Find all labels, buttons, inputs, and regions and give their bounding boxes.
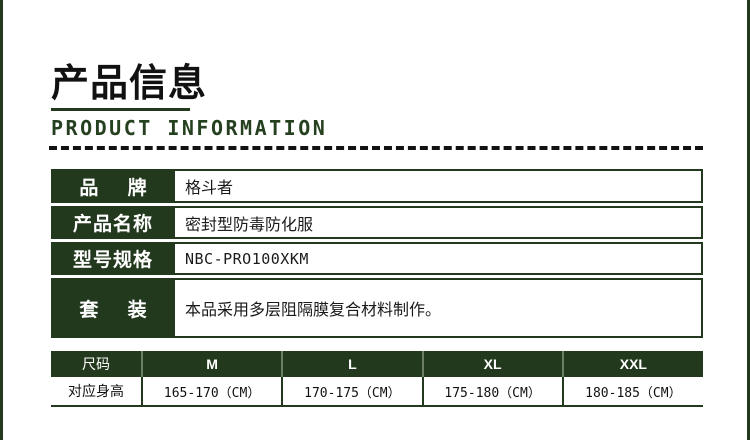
size-header-m: M [142, 351, 284, 377]
size-value-xl: 175-180（CM） [421, 377, 564, 407]
size-chart-header-row: 尺码 M L XL XXL [51, 351, 703, 377]
specification-table: 品 牌 格斗者 产品名称 密封型防毒防化服 型号规格 NBC-PRO100XKM… [51, 169, 703, 341]
page-header: 产品信息 PRODUCT INFORMATION [51, 62, 711, 140]
spec-value-product-name: 密封型防毒防化服 [175, 206, 703, 239]
table-row: 品 牌 格斗者 [51, 169, 703, 203]
page-title: 产品信息 [51, 63, 208, 105]
title-underline [51, 108, 190, 111]
size-header-label: 尺码 [51, 351, 143, 377]
size-value-xxl: 180-185（CM） [561, 377, 703, 407]
dashed-divider [49, 146, 703, 150]
table-row: 套 装 本品采用多层阻隔膜复合材料制作。 [51, 278, 703, 338]
spec-label-model: 型号规格 [51, 242, 175, 275]
table-row: 产品名称 密封型防毒防化服 [51, 206, 703, 239]
size-header-xl: XL [422, 351, 564, 377]
spec-label-brand: 品 牌 [51, 169, 175, 203]
size-header-xxl: XXL [562, 351, 703, 377]
spec-value-brand: 格斗者 [175, 169, 703, 203]
size-chart-data-row: 对应身高 165-170（CM） 170-175（CM） 175-180（CM）… [51, 377, 703, 407]
spec-value-model: NBC-PRO100XKM [175, 242, 703, 275]
size-value-l: 170-175（CM） [281, 377, 424, 407]
size-row-label-height: 对应身高 [51, 377, 143, 407]
table-row: 型号规格 NBC-PRO100XKM [51, 242, 703, 275]
size-header-l: L [282, 351, 424, 377]
spec-value-set: 本品采用多层阻隔膜复合材料制作。 [175, 278, 703, 338]
page-subtitle: PRODUCT INFORMATION [51, 116, 328, 140]
size-chart-table: 尺码 M L XL XXL 对应身高 165-170（CM） 170-175（C… [51, 351, 703, 407]
spec-label-set: 套 装 [51, 278, 175, 338]
spec-label-product-name: 产品名称 [51, 206, 175, 239]
size-value-m: 165-170（CM） [140, 377, 284, 407]
